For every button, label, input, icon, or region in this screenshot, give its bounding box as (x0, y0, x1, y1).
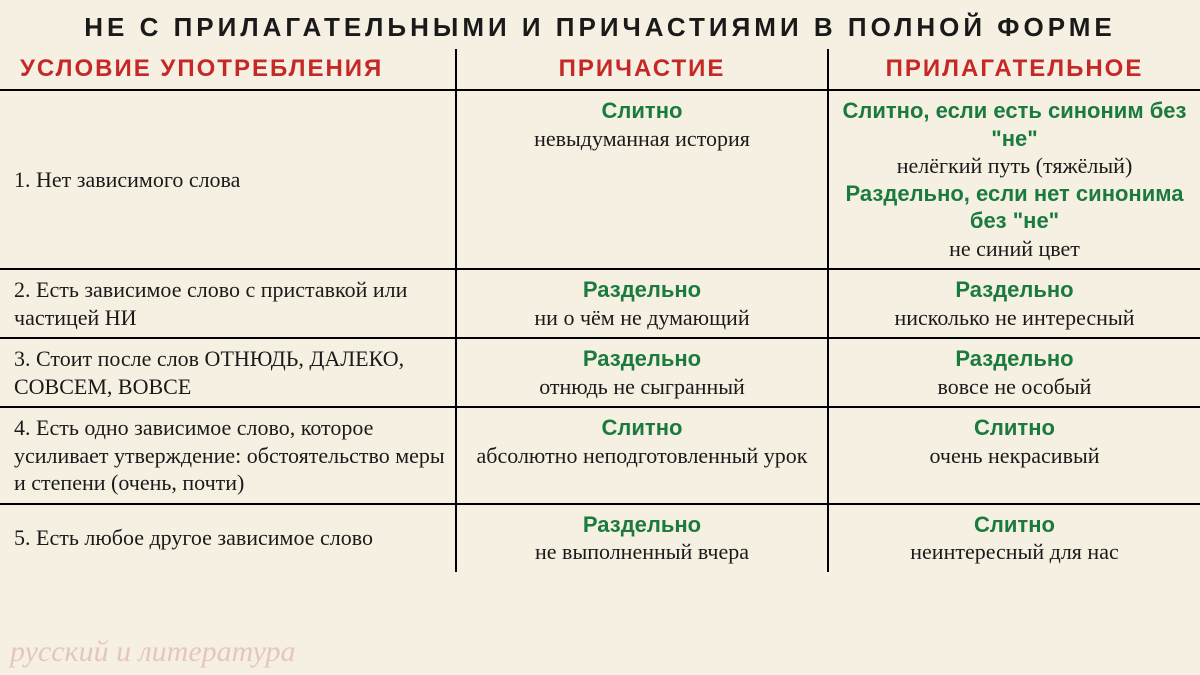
participle-cell: Раздельно ни о чём не думающий (456, 269, 828, 338)
example-text: отнюдь не сыгранный (467, 373, 817, 401)
header-row: УСЛОВИЕ УПОТРЕБЛЕНИЯ ПРИЧАСТИЕ ПРИЛАГАТЕ… (0, 49, 1200, 90)
condition-cell: 4. Есть одно зависимое слово, которое ус… (0, 407, 456, 504)
watermark-text: русский и литература (10, 635, 295, 669)
adjective-cell: Слитно очень некрасивый (828, 407, 1200, 504)
rule-text: Раздельно (839, 345, 1190, 373)
example-text: неинтересный для нас (839, 538, 1190, 566)
table-row: 2. Есть зависимое слово с приставкой или… (0, 269, 1200, 338)
example-text: нелёгкий путь (тяжёлый) (839, 152, 1190, 180)
example-text: нисколько не интересный (839, 304, 1190, 332)
example-text: не синий цвет (839, 235, 1190, 263)
example-text: ни о чём не думающий (467, 304, 817, 332)
participle-cell: Слитно абсолютно неподготовленный урок (456, 407, 828, 504)
condition-cell: 2. Есть зависимое слово с приставкой или… (0, 269, 456, 338)
adjective-cell: Раздельно нисколько не интересный (828, 269, 1200, 338)
example-text: очень некрасивый (839, 442, 1190, 470)
example-text: невыдуманная история (467, 125, 817, 153)
header-participle: ПРИЧАСТИЕ (456, 49, 828, 90)
adjective-cell: Слитно, если есть синоним без "не" нелёг… (828, 90, 1200, 269)
table-row: 4. Есть одно зависимое слово, которое ус… (0, 407, 1200, 504)
condition-cell: 1. Нет зависимого слова (0, 90, 456, 269)
rule-text: Слитно (467, 97, 817, 125)
header-adjective: ПРИЛАГАТЕЛЬНОЕ (828, 49, 1200, 90)
adjective-cell: Слитно неинтересный для нас (828, 504, 1200, 572)
rule-text: Слитно, если есть синоним без "не" (839, 97, 1190, 152)
rule-text: Раздельно, если нет синонима без "не" (839, 180, 1190, 235)
example-text: абсолютно неподготовленный урок (467, 442, 817, 470)
rule-text: Слитно (467, 414, 817, 442)
table-row: 1. Нет зависимого слова Слитно невыдуман… (0, 90, 1200, 269)
page-title: НЕ С ПРИЛАГАТЕЛЬНЫМИ И ПРИЧАСТИЯМИ В ПОЛ… (0, 0, 1200, 49)
participle-cell: Раздельно отнюдь не сыгранный (456, 338, 828, 407)
table-row: 5. Есть любое другое зависимое слово Раз… (0, 504, 1200, 572)
rule-text: Раздельно (839, 276, 1190, 304)
header-condition: УСЛОВИЕ УПОТРЕБЛЕНИЯ (0, 49, 456, 90)
participle-cell: Слитно невыдуманная история (456, 90, 828, 269)
participle-cell: Раздельно не выполненный вчера (456, 504, 828, 572)
grammar-table: УСЛОВИЕ УПОТРЕБЛЕНИЯ ПРИЧАСТИЕ ПРИЛАГАТЕ… (0, 49, 1200, 572)
table-row: 3. Стоит после слов ОТНЮДЬ, ДАЛЕКО, СОВС… (0, 338, 1200, 407)
condition-cell: 5. Есть любое другое зависимое слово (0, 504, 456, 572)
rule-text: Раздельно (467, 345, 817, 373)
example-text: вовсе не особый (839, 373, 1190, 401)
adjective-cell: Раздельно вовсе не особый (828, 338, 1200, 407)
rule-text: Раздельно (467, 511, 817, 539)
rule-text: Слитно (839, 511, 1190, 539)
condition-cell: 3. Стоит после слов ОТНЮДЬ, ДАЛЕКО, СОВС… (0, 338, 456, 407)
example-text: не выполненный вчера (467, 538, 817, 566)
rule-text: Слитно (839, 414, 1190, 442)
rule-text: Раздельно (467, 276, 817, 304)
